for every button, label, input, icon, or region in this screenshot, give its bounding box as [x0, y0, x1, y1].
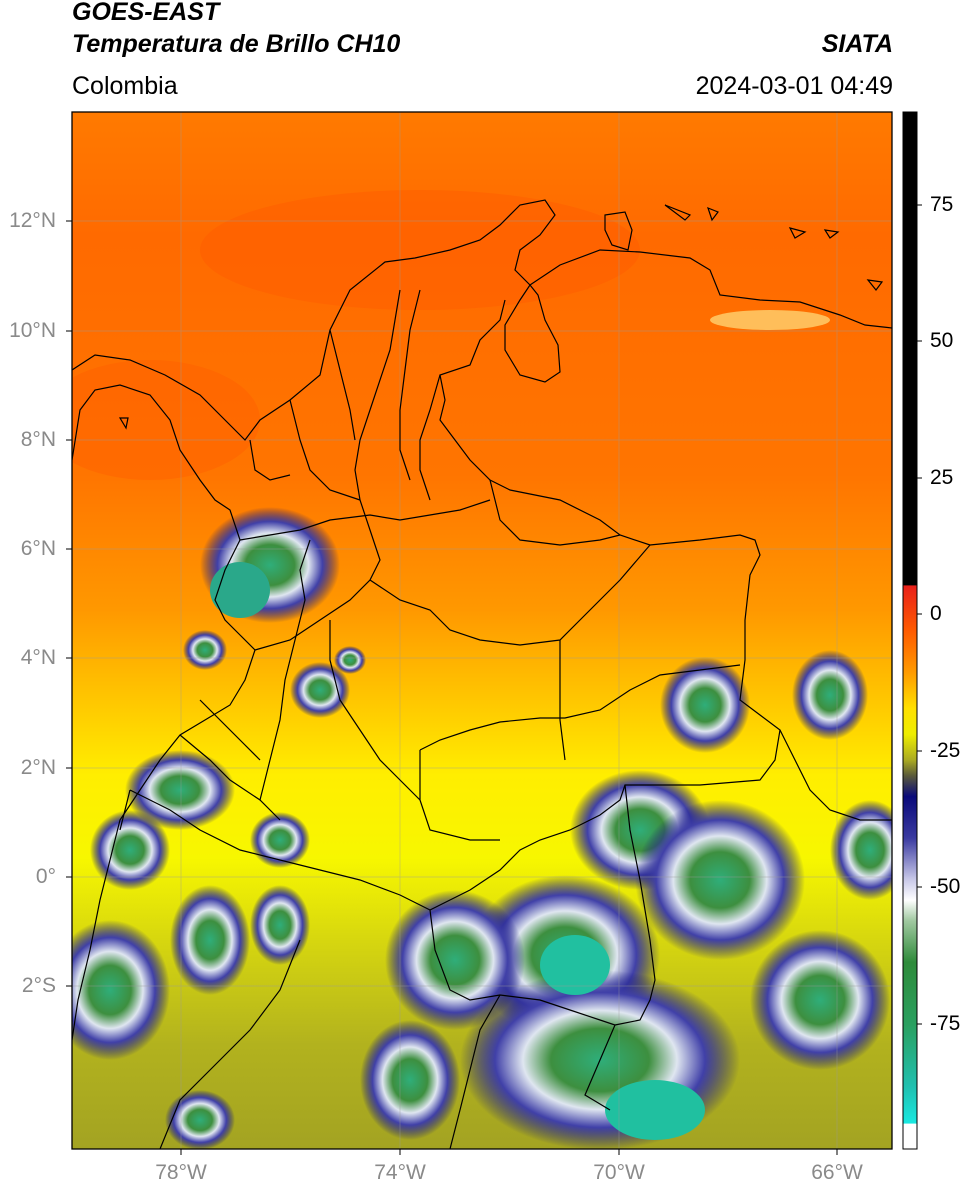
- graticule: [72, 112, 892, 1149]
- source-label: SIATA: [821, 30, 893, 58]
- lat-label: 10°N: [9, 319, 56, 342]
- lon-label: 70°W: [593, 1161, 645, 1184]
- lon-label: 66°W: [811, 1161, 863, 1184]
- country-borders: [72, 199, 892, 1149]
- colorbar-label: 25: [930, 466, 954, 489]
- colorbar-label: -75: [930, 1012, 961, 1035]
- lat-label: 4°N: [20, 646, 56, 669]
- colorbar-label: -25: [930, 739, 961, 762]
- axis-ticks: [66, 220, 838, 1155]
- lon-label: 74°W: [374, 1161, 426, 1184]
- colorbar-label: 0: [930, 602, 942, 625]
- lat-label: 2°N: [20, 756, 56, 779]
- lat-label: 8°N: [20, 428, 56, 451]
- lat-label: 0°: [35, 865, 56, 888]
- colorbar-label: 50: [930, 329, 954, 352]
- satellite-title: GOES-EAST: [72, 0, 220, 26]
- product-title: Temperatura de Brillo CH10: [72, 30, 401, 58]
- lon-label: 78°W: [155, 1161, 207, 1184]
- lat-label: 6°N: [20, 537, 56, 560]
- colorbar-ticks: [917, 204, 922, 1025]
- datetime-label: 2024-03-01 04:49: [695, 72, 893, 100]
- satellite-image: [72, 112, 892, 1149]
- lat-label: 12°N: [9, 209, 56, 232]
- map-frame: [71, 111, 893, 1150]
- colorbar: [902, 111, 918, 1150]
- cloud-clusters: [72, 310, 892, 1149]
- lat-label: 2°S: [21, 974, 56, 997]
- colorbar-label: -50: [930, 875, 961, 898]
- region-label: Colombia: [72, 72, 178, 100]
- colorbar-label: 75: [930, 193, 954, 216]
